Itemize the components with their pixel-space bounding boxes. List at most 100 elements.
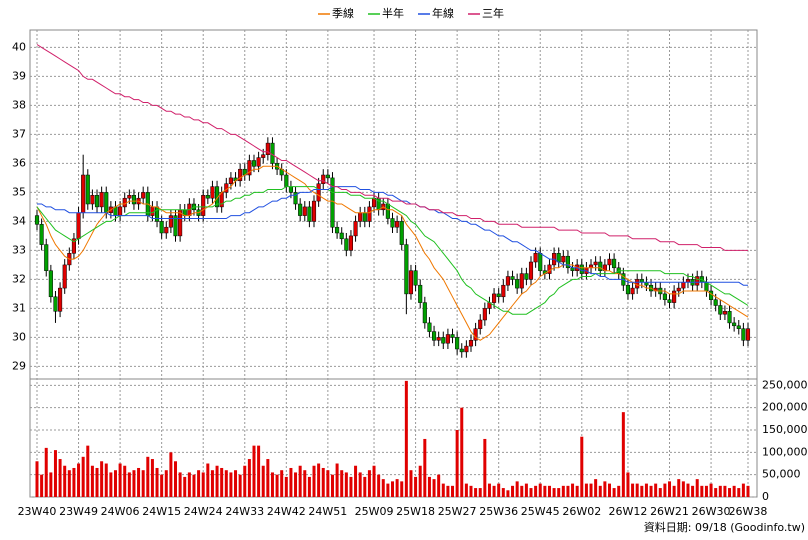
- volume-bar: [700, 485, 704, 497]
- volume-bar: [330, 474, 334, 497]
- candle-body: [201, 195, 206, 216]
- volume-bar: [201, 472, 205, 497]
- candle-body: [104, 192, 109, 213]
- x-tick-label: 23W49: [59, 505, 98, 518]
- volume-bar: [497, 483, 501, 497]
- volume-bar: [40, 474, 44, 497]
- volume-bar: [81, 456, 85, 497]
- candle-body: [524, 273, 529, 280]
- volume-bar: [414, 476, 418, 497]
- candle-body: [547, 264, 552, 274]
- candle-body: [561, 255, 566, 263]
- volume-bar: [552, 488, 556, 497]
- candle-body: [150, 206, 155, 216]
- volume-bar: [234, 470, 238, 497]
- volume-bar: [511, 485, 515, 497]
- volume-bar: [658, 488, 662, 497]
- candle-body: [482, 308, 487, 321]
- volume-bar: [210, 470, 214, 497]
- x-tick-label: 25W27: [438, 505, 477, 518]
- volume-bar: [644, 483, 648, 497]
- candle-body: [127, 195, 132, 199]
- candle-body: [538, 253, 543, 271]
- candle-body: [298, 203, 303, 216]
- candle-body: [722, 311, 727, 315]
- volume-bar: [524, 483, 528, 497]
- candle-body: [505, 276, 510, 286]
- volume-bar: [515, 481, 519, 497]
- volume-bar: [446, 485, 450, 497]
- candle-body: [205, 195, 210, 199]
- volume-bar: [372, 465, 376, 497]
- candle-body: [44, 244, 49, 271]
- volume-bar: [460, 407, 464, 497]
- volume-bar: [183, 476, 187, 497]
- volume-bar: [451, 485, 455, 497]
- volume-bar: [100, 461, 104, 497]
- candle-body: [81, 174, 86, 213]
- volume-bar: [663, 483, 667, 497]
- y2-tick-label: 100,000: [762, 445, 808, 458]
- volume-bar: [584, 483, 588, 497]
- volume-bar: [437, 474, 441, 497]
- candle-body: [662, 293, 667, 300]
- y-tick-label: 40: [12, 40, 26, 53]
- x-tick-label: 26W21: [650, 505, 689, 518]
- candle-body: [625, 284, 631, 295]
- volume-bar: [238, 474, 242, 497]
- candle-body: [367, 206, 372, 222]
- candle-body: [53, 296, 58, 312]
- volume-bar: [150, 459, 154, 497]
- volume-bar: [501, 488, 505, 497]
- candle-body: [76, 212, 81, 240]
- volume-bar: [344, 472, 348, 497]
- volume-bar: [709, 483, 713, 497]
- volume-bar: [547, 485, 551, 497]
- candle-body: [164, 226, 169, 234]
- volume-bar: [529, 488, 533, 497]
- candle-body: [122, 197, 127, 208]
- candle-body: [718, 305, 723, 315]
- candle-body: [533, 253, 538, 263]
- candle-body: [732, 322, 737, 327]
- x-tick-label: 25W18: [396, 505, 435, 518]
- candle-body: [496, 293, 501, 298]
- volume-bar: [391, 481, 394, 497]
- volume-bar: [487, 483, 491, 497]
- volume-bar: [580, 436, 584, 497]
- candle-body: [71, 238, 76, 254]
- volume-bar: [492, 485, 496, 497]
- volume-bar: [169, 452, 173, 497]
- ma-line: [36, 186, 749, 315]
- legend-label: 半年: [382, 6, 404, 20]
- candle-body: [48, 270, 53, 298]
- volume-bar: [432, 479, 436, 497]
- volume-bar: [654, 483, 658, 497]
- candle-body: [85, 174, 90, 205]
- candle-body: [413, 270, 418, 286]
- volume-bar: [427, 476, 431, 497]
- candle-body: [284, 174, 289, 187]
- volume-bar: [506, 490, 510, 497]
- candle-body: [528, 261, 534, 280]
- candle-body: [478, 319, 483, 329]
- candle-body: [348, 235, 353, 251]
- volume-bar: [86, 445, 90, 497]
- volume-bar: [589, 483, 593, 497]
- volume-bar: [146, 456, 150, 497]
- candle-body: [727, 311, 732, 324]
- volume-bar: [118, 463, 122, 497]
- y-tick-label: 33: [12, 243, 26, 256]
- volume-bar: [677, 479, 681, 497]
- x-tick-label: 26W30: [692, 505, 731, 518]
- candle-body: [390, 218, 395, 228]
- volume-bar: [312, 465, 316, 497]
- y2-tick-label: 200,000: [762, 401, 808, 414]
- candle-body: [408, 270, 414, 295]
- candle-body: [251, 160, 257, 167]
- candle-body: [455, 337, 460, 350]
- candle-body: [173, 215, 178, 237]
- volume-bar: [668, 481, 672, 497]
- volume-bar: [53, 450, 57, 497]
